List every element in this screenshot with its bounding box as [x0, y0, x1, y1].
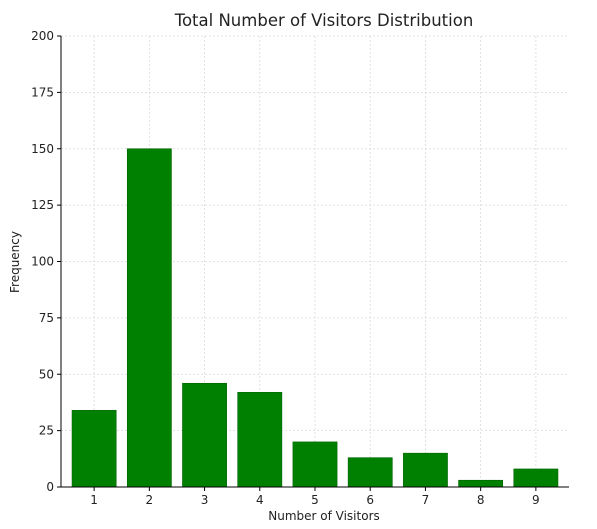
x-tick-label: 6: [366, 493, 374, 507]
y-tick-label: 50: [39, 367, 54, 381]
y-tick-label: 100: [31, 255, 54, 269]
y-tick-label: 0: [46, 480, 54, 494]
ticks-layer: 0 25 50 75 100 125 150 175 200 1 2 3 4 5 6 7 8 9: [31, 29, 540, 507]
x-tick-label: 4: [256, 493, 264, 507]
bar-8: [458, 479, 504, 488]
bar-7: [403, 452, 448, 488]
y-tick-label: 125: [31, 198, 54, 212]
y-axis-label: Frequency: [8, 231, 22, 293]
x-tick-label: 9: [532, 493, 540, 507]
bar-5: [292, 441, 338, 488]
x-tick-label: 8: [477, 493, 485, 507]
x-tick-label: 3: [201, 493, 209, 507]
x-tick-label: 1: [90, 493, 98, 507]
y-tick-label: 175: [31, 85, 54, 99]
bars-layer: [71, 148, 559, 488]
bar-4: [237, 391, 283, 488]
bar-2: [126, 148, 172, 488]
x-tick-label: 5: [311, 493, 319, 507]
y-tick-label: 200: [31, 29, 54, 43]
bar-6: [347, 457, 393, 488]
bar-9: [513, 468, 559, 488]
bar-1: [71, 410, 117, 488]
chart-title: Total Number of Visitors Distribution: [174, 11, 474, 30]
y-tick-label: 25: [39, 424, 54, 438]
y-tick-label: 75: [39, 311, 54, 325]
bar-3: [182, 382, 227, 488]
x-axis-label: Number of Visitors: [268, 509, 380, 523]
x-tick-label: 2: [146, 493, 154, 507]
y-tick-label: 150: [31, 142, 54, 156]
x-tick-label: 7: [422, 493, 430, 507]
